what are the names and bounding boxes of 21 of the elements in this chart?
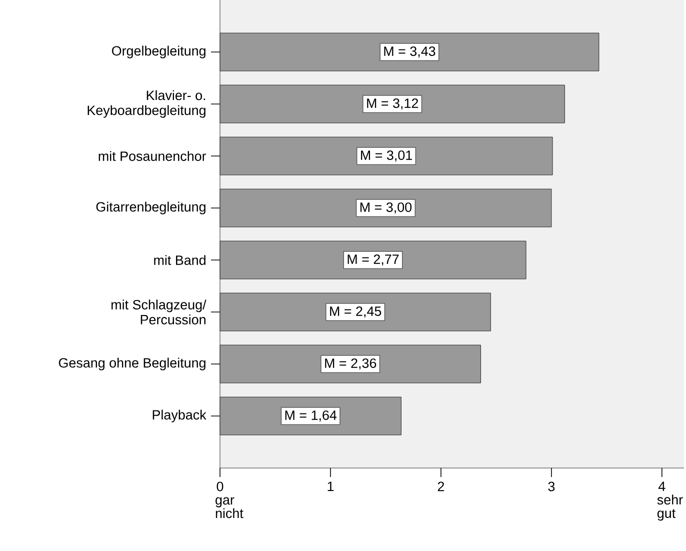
data-label: M = 3,01 (361, 150, 412, 162)
y-tick-label: Orgelbegleitung (112, 46, 206, 58)
data-label: M = 2,45 (330, 306, 382, 318)
y-tick-label: Gitarrenbegleitung (96, 202, 206, 214)
data-label: M = 3,43 (384, 46, 436, 58)
x-tick-label: 4 sehr gut (657, 482, 683, 521)
y-tick-label: Playback (152, 410, 206, 422)
data-label: M = 2,77 (348, 254, 399, 266)
data-label: M = 2,36 (325, 358, 376, 370)
y-tick-label: mit Posaunenchor (98, 151, 206, 161)
x-tick-label: 2 (438, 482, 444, 492)
y-tick-label: mit Schlagzeug/ Percussion (112, 300, 206, 324)
data-label: M = 3,00 (360, 202, 412, 214)
data-label: M = 1,64 (285, 410, 337, 422)
y-tick-label: mit Band (154, 255, 206, 265)
x-tick-label: 3 (548, 482, 555, 492)
y-tick-label: Klavier- o. Keyboardbegleitung (88, 90, 206, 118)
y-tick-label: Gesang ohne Begleitung (58, 358, 206, 370)
x-tick-label: 0 gar nicht (216, 482, 244, 518)
data-label: M = 3,12 (367, 98, 418, 110)
x-tick-label: 1 (328, 482, 334, 491)
